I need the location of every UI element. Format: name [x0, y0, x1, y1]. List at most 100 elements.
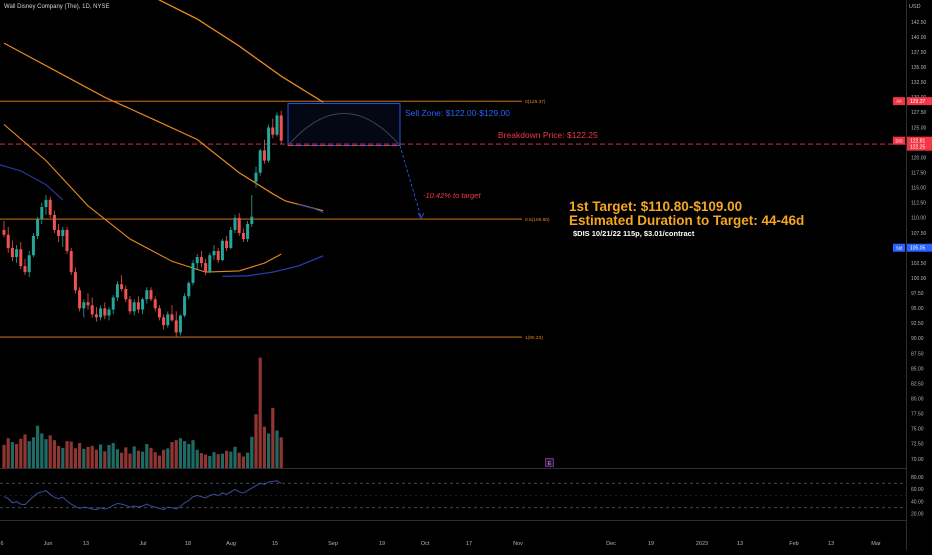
ma-blue-low-line: [222, 255, 324, 278]
volume-bar: [2, 444, 6, 468]
candle-body: [262, 150, 266, 161]
rsi-tick: 60.00: [911, 487, 924, 493]
badge-code-bg: [893, 243, 905, 252]
ma-blue-line: [0, 164, 64, 201]
volume-bar: [27, 441, 31, 468]
volume-bar: [254, 414, 258, 468]
time-tick: 13: [828, 541, 834, 547]
price-axis[interactable]: 142.50140.00137.50135.00132.50130.00127.…: [893, 20, 932, 518]
candle-body: [120, 284, 124, 290]
sell-zone-label: Sell Zone: $122.00-$129.00: [405, 108, 510, 118]
candle-body: [145, 290, 149, 300]
candle-body: [44, 199, 48, 208]
candle-body: [115, 284, 119, 298]
time-tick: Oct: [421, 541, 430, 547]
candle-body: [216, 251, 220, 261]
time-tick: Feb: [789, 541, 798, 547]
price-tick: 127.50: [911, 110, 927, 116]
volume-bar: [90, 445, 94, 468]
badge-value-bg: [907, 243, 932, 252]
price-tick: 135.00: [911, 65, 927, 71]
price-tick: 140.00: [911, 35, 927, 41]
candle-body: [183, 296, 187, 316]
candle-body: [10, 248, 14, 258]
candle-body: [78, 290, 82, 309]
price-tick: 125.00: [911, 125, 927, 131]
volume-bar: [115, 449, 119, 468]
volume-bar: [94, 449, 98, 468]
rsi-line: [3, 480, 282, 511]
candle-body: [174, 320, 178, 333]
volume-bar: [166, 448, 170, 468]
ma-50-line: [3, 124, 282, 273]
volume-bar: [128, 453, 132, 468]
breakdown-price-label: Breakdown Price: $122.25: [498, 130, 598, 140]
candle-body: [23, 266, 27, 273]
candle-body: [48, 199, 52, 215]
volume-bar: [6, 438, 10, 468]
volume-bar: [31, 437, 35, 468]
volume-bar: [36, 425, 40, 468]
price-tick: 120.00: [911, 155, 927, 161]
candle-body: [141, 299, 145, 310]
volume-bar: [250, 436, 254, 468]
chart-title: Wall Disney Company (The), 1D, NYSE: [4, 4, 109, 10]
badge-code: Std: [896, 245, 903, 250]
time-tick: 19: [379, 541, 385, 547]
volume-bar: [237, 452, 241, 468]
volume-bar: [220, 453, 224, 468]
candle-body: [94, 314, 98, 318]
time-tick: 2023: [696, 541, 708, 547]
badge-value: 105.05: [910, 246, 926, 252]
volume-bar: [99, 444, 103, 468]
volume-bar: [208, 456, 212, 468]
candle-body: [271, 127, 275, 135]
volume-bar: [262, 426, 266, 468]
candle-body: [254, 172, 258, 182]
badge-code-bg: [893, 97, 905, 106]
time-tick: Sep: [328, 541, 338, 547]
time-tick: 13: [737, 541, 743, 547]
fibonacci-levels[interactable]: 0(129.37) 0.5(109.80) 1(90.23): [0, 99, 906, 341]
candle-body: [241, 232, 245, 239]
candle-body: [208, 255, 212, 273]
candle-body: [73, 272, 77, 291]
candle-body: [15, 249, 19, 258]
volume-bar: [199, 453, 203, 468]
ma-blue-top-line: [297, 204, 324, 214]
volume-bar: [111, 443, 115, 468]
earnings-marker[interactable]: [545, 458, 554, 467]
pct-to-target-label: -10.42% to target: [423, 191, 481, 200]
price-tick: 102.50: [911, 261, 927, 267]
projection-arc: [287, 113, 401, 146]
time-axis[interactable]: 6 Jun 13 Jul 18 Aug 15 Sep 19 Oct 17 Nov Dec 19 2023 13…: [0, 541, 880, 547]
price-tick: 115.00: [911, 186, 926, 192]
candle-body: [136, 302, 140, 310]
volume-bar: [23, 434, 27, 468]
earnings-marker-label: E: [548, 461, 552, 467]
candle-body: [111, 297, 115, 310]
volume-bar: [40, 433, 44, 468]
candle-body: [229, 229, 233, 249]
volume-bar: [195, 449, 199, 468]
sell-zone-drawing[interactable]: [287, 102, 425, 219]
candle-body: [57, 229, 61, 236]
volume-bar: [19, 438, 23, 468]
price-tick: 112.50: [911, 201, 926, 207]
badge-value-bg: [907, 97, 932, 106]
candle-body: [225, 240, 229, 249]
volume-bars: [2, 357, 283, 468]
volume-bar: [124, 447, 128, 468]
price-tick: 137.50: [911, 50, 927, 56]
candle-body: [258, 150, 262, 173]
volume-bar: [103, 451, 107, 468]
candle-body: [149, 290, 153, 300]
price-tick: 95.00: [911, 306, 924, 312]
candle-body: [90, 305, 94, 315]
candle-body: [31, 235, 35, 256]
candle-body: [19, 249, 23, 267]
volume-bar: [258, 357, 262, 468]
time-tick: Jul: [139, 541, 146, 547]
volume-bar: [170, 442, 174, 468]
